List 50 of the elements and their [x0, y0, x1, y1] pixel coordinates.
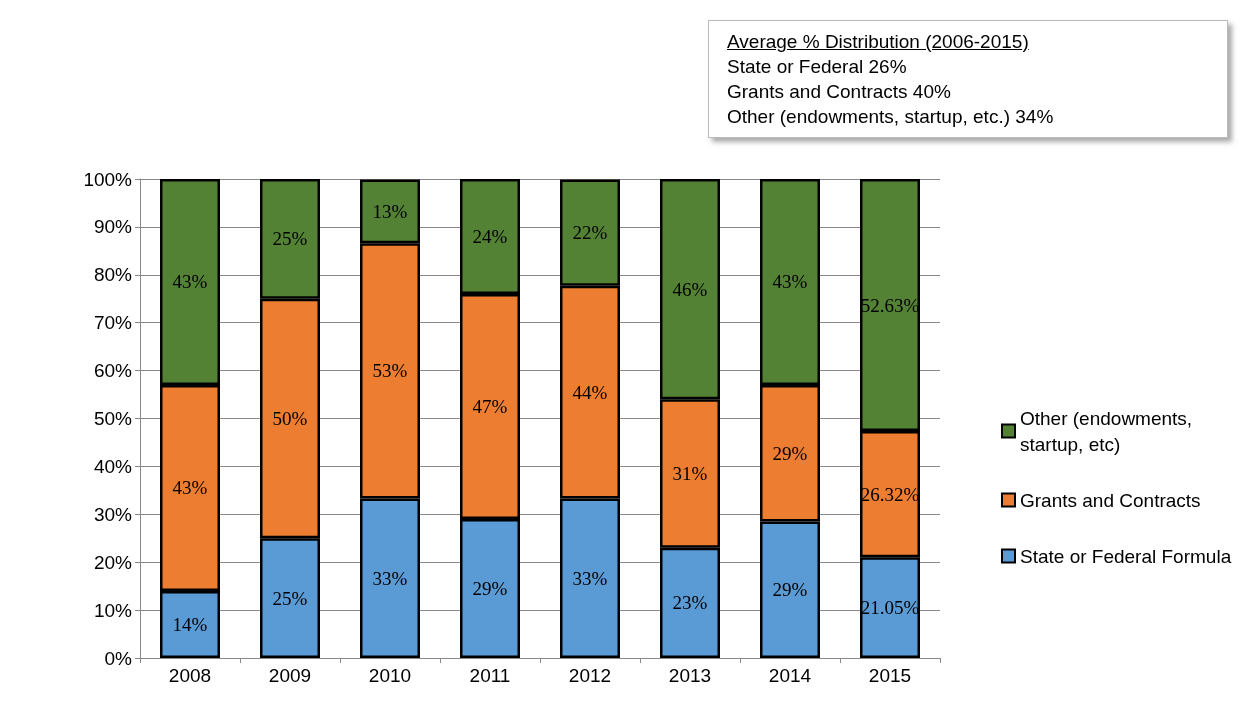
text: State or Federal 26% [727, 55, 908, 79]
y-tick-label: 10% [93, 599, 133, 621]
y-tick-label: 50% [93, 408, 133, 429]
x-tick-label: 2008 [168, 665, 212, 686]
data-label: 22% [572, 222, 608, 244]
y-tick-label: 40% [93, 455, 133, 477]
data-label: 46% [672, 278, 708, 300]
x-tick-label: 2011 [469, 665, 511, 686]
data-label: 50% [272, 408, 308, 429]
data-label: 21.05% [860, 597, 920, 619]
x-tick-label: 2015 [868, 665, 912, 686]
data-label: 33% [572, 567, 608, 589]
data-label: 14% [172, 613, 208, 635]
text: Average % Distribution (2006-2015) [727, 30, 1030, 54]
legend-label: State or Federal Formula [1020, 545, 1232, 567]
text: Grants and Contracts 40% [727, 80, 952, 104]
data-label: 25% [272, 587, 308, 609]
y-tick-label: 100% [83, 168, 133, 190]
data-label: 29% [472, 578, 508, 600]
data-label: 47% [472, 396, 508, 418]
y-tick-label: 70% [93, 312, 133, 334]
x-tick-label: 2013 [668, 665, 712, 686]
x-tick-label: 2009 [268, 665, 312, 686]
y-tick-label: 90% [93, 216, 133, 238]
y-tick-label: 0% [104, 647, 133, 669]
y-tick-label: 60% [93, 360, 133, 382]
data-label: 43% [172, 477, 208, 499]
data-label: 43% [172, 271, 208, 293]
data-label: 13% [372, 200, 408, 222]
x-tick-label: 2014 [768, 665, 812, 686]
data-label: 29% [772, 442, 808, 464]
data-label: 31% [672, 463, 708, 485]
y-tick-label: 80% [93, 264, 133, 286]
data-label: 52.63% [860, 294, 920, 316]
data-label: 44% [572, 381, 608, 403]
y-tick-label: 20% [93, 551, 133, 573]
data-label: 33% [372, 567, 408, 589]
data-label: 24% [472, 225, 508, 247]
data-label: 23% [672, 592, 708, 614]
data-label: 26.32% [860, 483, 920, 505]
x-tick-label: 2012 [568, 665, 612, 686]
data-label: 43% [772, 271, 808, 293]
data-label: 53% [372, 360, 408, 382]
legend-label: Other (endowments, startup, etc) [1020, 407, 1198, 455]
legend-label: Grants and Contracts [1020, 489, 1201, 511]
x-tick-label: 2010 [368, 665, 412, 686]
y-tick-label: 30% [93, 503, 133, 525]
data-label: 25% [272, 228, 308, 250]
text: Other (endowments, startup, etc.) 34% [727, 105, 1055, 129]
data-label: 29% [772, 579, 808, 601]
